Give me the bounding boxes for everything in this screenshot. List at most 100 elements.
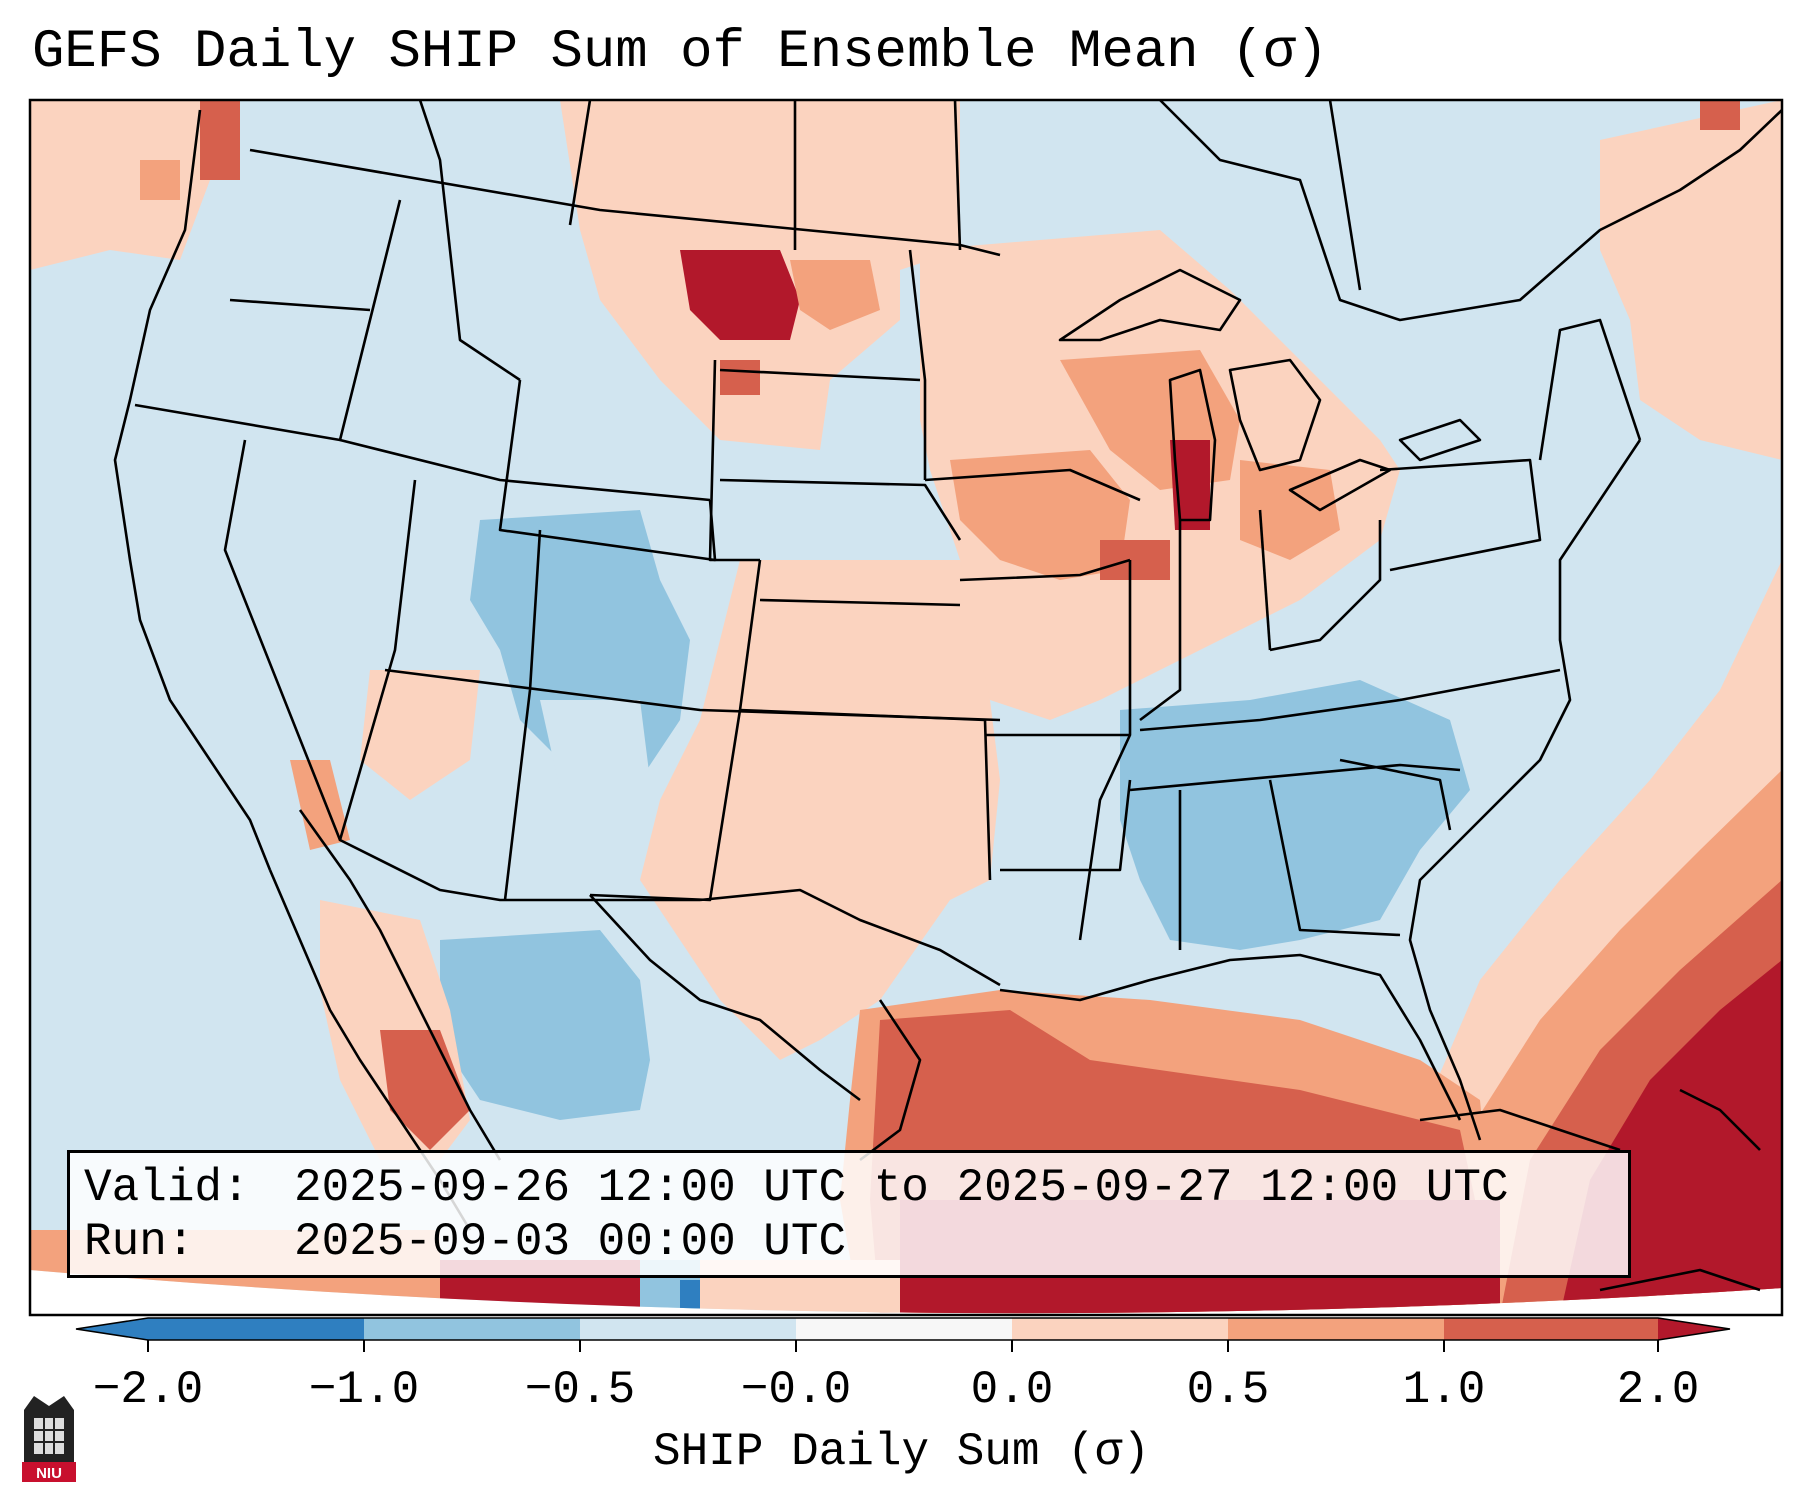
logo-window — [34, 1418, 64, 1454]
field-pnw-positive — [30, 100, 210, 270]
field-nd-patch — [720, 360, 760, 395]
field-iowa-positive — [950, 450, 1130, 580]
run-line: Run: 2025-09-03 00:00 UTC — [84, 1215, 1628, 1269]
colorbar — [75, 1317, 1731, 1352]
mn-dakotas-border — [908, 249, 927, 480]
gulf-coast — [999, 953, 1462, 1121]
oh-wv-border — [1269, 520, 1382, 652]
us-west-coast — [113, 109, 272, 871]
us-canada-border — [249, 148, 1001, 257]
in-oh-border — [1258, 509, 1272, 651]
colorbar-tick-label: −0.5 — [524, 1364, 636, 1416]
ky-tn-va-border — [1139, 668, 1561, 732]
colorbar-seg-1 — [148, 1318, 364, 1340]
colorbar-seg-7 — [1444, 1318, 1658, 1340]
field-mexico-negative — [440, 930, 650, 1120]
manitoba-ontario-border — [953, 99, 962, 251]
page-title: GEFS Daily SHIP Sum of Ensemble Mean (σ) — [32, 22, 1329, 83]
colorbar-seg-2 — [364, 1318, 580, 1340]
field-pnw-patch — [140, 160, 180, 200]
nv-ut-az-border — [338, 479, 700, 902]
lake-michigan — [1168, 368, 1217, 522]
valid-label: Valid: — [84, 1162, 250, 1214]
ok-tx-border — [699, 888, 1001, 987]
nd-sd-border — [719, 368, 921, 382]
ca-nv-border — [223, 439, 342, 841]
ia-mo-border — [959, 558, 1131, 582]
or-id-border — [134, 199, 402, 442]
lake-ontario — [1398, 418, 1482, 462]
field-pacific-south-strong-negative — [680, 1280, 700, 1314]
rio-grande-border — [589, 894, 861, 1102]
ne-ks-border — [759, 598, 961, 607]
ut-co-border — [503, 529, 542, 901]
valid-value: 2025-09-26 12:00 UTC to 2025-09-27 12:00… — [294, 1162, 1509, 1214]
colorbar-seg-5 — [1012, 1318, 1228, 1340]
info-box: Valid: 2025-09-26 12:00 UTC to 2025-09-27… — [67, 1150, 1631, 1278]
field-illinois-patch — [1100, 540, 1170, 580]
east-coast — [1408, 439, 1642, 1141]
field-arizona-positive — [360, 670, 480, 800]
boundaries — [113, 99, 1783, 1292]
colorbar-tick-label: −0.0 — [740, 1364, 852, 1416]
field-nd-positive — [790, 260, 880, 330]
bc-alberta-border — [418, 99, 521, 382]
wyoming-border — [498, 379, 717, 562]
run-label: Run: — [84, 1216, 195, 1268]
mn-ia-border — [924, 468, 1141, 502]
logo-text: NIU — [36, 1465, 62, 1482]
lake-erie — [1288, 458, 1392, 512]
colorbar-tick-label: −1.0 — [308, 1364, 420, 1416]
al-ga-border — [1268, 779, 1401, 937]
field-wa-patch — [200, 100, 240, 180]
field-northeast-positive — [1600, 100, 1782, 460]
field-ohio-positive — [1240, 460, 1340, 560]
field-mexico-coast-strong — [380, 1030, 470, 1150]
id-wy-border — [339, 438, 711, 502]
colorbar-label: SHIP Daily Sum (σ) — [653, 1426, 1150, 1478]
ne-sd-border — [719, 478, 962, 541]
quebec-border — [1328, 99, 1362, 291]
alberta-sask-border — [568, 99, 592, 226]
sd-ne-wy-border — [708, 359, 760, 562]
logo-window-grid — [34, 1418, 64, 1454]
gulf-of-california-coast — [298, 809, 502, 1161]
colorbar-tick-label: 2.0 — [1616, 1364, 1700, 1416]
field-southeast-negative — [1120, 680, 1470, 950]
valid-line: Valid: 2025-09-26 12:00 UTC to 2025-09-27… — [84, 1161, 1628, 1215]
ks-ok-border — [739, 708, 992, 881]
mississippi-river — [1078, 560, 1132, 941]
colorbar-tick-label: 1.0 — [1402, 1364, 1486, 1416]
niu-logo: NIU — [22, 1396, 76, 1482]
lake-superior — [1058, 268, 1242, 342]
colorbar-seg-6 — [1228, 1318, 1444, 1340]
ga-sc-border — [1339, 758, 1452, 831]
canada-east-coast — [1159, 99, 1783, 322]
run-value: 2025-09-03 00:00 UTC — [294, 1216, 847, 1268]
tn-south-border — [1129, 763, 1461, 792]
colorbar-extend-low — [76, 1318, 148, 1340]
field-maritimes-patch — [1700, 100, 1740, 130]
texas-coast — [859, 999, 922, 1162]
bahamas-islands — [1679, 1088, 1761, 1151]
anomaly-field — [30, 100, 1782, 1314]
colorbar-tick-label: 0.5 — [1186, 1364, 1270, 1416]
field-plains-positive — [640, 560, 1000, 1060]
co-nm-border — [589, 559, 762, 902]
wa-or-border — [229, 298, 371, 312]
colorbar-seg-3 — [580, 1318, 796, 1340]
lake-huron — [1228, 358, 1322, 472]
logo-banner — [22, 1462, 76, 1482]
colorbar-tick-label: −2.0 — [92, 1364, 204, 1416]
colorbar-seg-4 — [796, 1318, 1012, 1340]
new-england-border — [1538, 318, 1642, 461]
field-montana-max — [680, 250, 800, 340]
hispaniola-coast — [1599, 1268, 1761, 1292]
colorbar-extend-high — [1658, 1318, 1730, 1340]
il-in-border — [1139, 520, 1182, 722]
cuba-coast — [1419, 1108, 1621, 1152]
pennsylvania-border — [1379, 458, 1542, 572]
ar-la-border — [1000, 779, 1132, 872]
colorbar-ticks — [147, 1340, 1659, 1352]
